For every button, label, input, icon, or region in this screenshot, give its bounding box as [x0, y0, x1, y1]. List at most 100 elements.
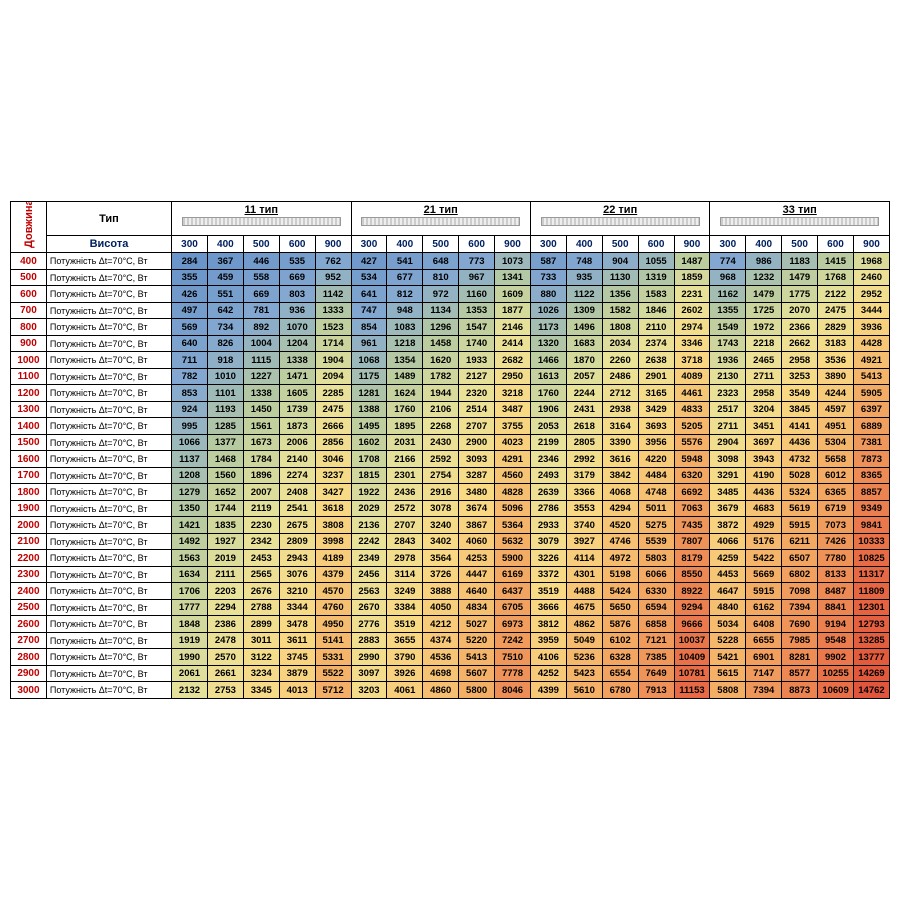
value-cell: 2712: [602, 385, 638, 402]
value-cell: 4647: [710, 583, 746, 600]
length-cell-1900: 1900: [11, 500, 47, 517]
value-cell: 3218: [495, 385, 531, 402]
value-cell: 2408: [279, 484, 315, 501]
value-cell: 2122: [818, 286, 854, 303]
value-cell: 3842: [602, 467, 638, 484]
value-cell: 1706: [172, 583, 208, 600]
value-cell: 4453: [710, 566, 746, 583]
value-cell: 3234: [243, 665, 279, 682]
value-cell: 3519: [530, 583, 566, 600]
value-cell: 6889: [853, 418, 889, 435]
value-cell: 5421: [710, 649, 746, 666]
value-cell: 1933: [459, 352, 495, 369]
value-cell: 284: [172, 253, 208, 270]
length-cell-500: 500: [11, 269, 47, 286]
value-cell: 5220: [459, 632, 495, 649]
col-header-t22-300: 300: [530, 236, 566, 253]
value-cell: 986: [746, 253, 782, 270]
value-cell: 367: [207, 253, 243, 270]
row-desc: Потужність Δt=70°C, Вт: [46, 335, 171, 352]
value-cell: 2019: [207, 550, 243, 567]
value-cell: 2570: [207, 649, 243, 666]
length-cell-1400: 1400: [11, 418, 47, 435]
value-cell: 3078: [423, 500, 459, 517]
value-cell: 1922: [351, 484, 387, 501]
value-cell: 4862: [566, 616, 602, 633]
value-cell: 2230: [243, 517, 279, 534]
value-cell: 918: [207, 352, 243, 369]
value-cell: 2260: [602, 352, 638, 369]
value-cell: 952: [315, 269, 351, 286]
col-header-t21-600: 600: [459, 236, 495, 253]
value-cell: 1906: [530, 401, 566, 418]
row-desc: Потужність Δt=70°C, Вт: [46, 517, 171, 534]
value-cell: 2958: [746, 385, 782, 402]
value-cell: 3366: [566, 484, 602, 501]
value-cell: 1495: [351, 418, 387, 435]
value-cell: 2943: [279, 550, 315, 567]
length-cell-2400: 2400: [11, 583, 47, 600]
value-cell: 2711: [710, 418, 746, 435]
value-cell: 4760: [315, 599, 351, 616]
value-cell: 1870: [566, 352, 602, 369]
length-cell-900: 900: [11, 335, 47, 352]
table-row: 2500Потужність Δt=70°C, Вт17772294278833…: [11, 599, 890, 616]
value-cell: 1492: [172, 533, 208, 550]
value-cell: 4050: [423, 599, 459, 616]
value-cell: 4189: [315, 550, 351, 567]
row-desc: Потужність Δt=70°C, Вт: [46, 352, 171, 369]
row-desc: Потужність Δt=70°C, Вт: [46, 302, 171, 319]
value-cell: 2061: [172, 665, 208, 682]
value-cell: 4068: [602, 484, 638, 501]
value-cell: 3390: [602, 434, 638, 451]
value-cell: 3402: [423, 533, 459, 550]
value-cell: 2990: [351, 649, 387, 666]
value-cell: 541: [387, 253, 423, 270]
value-cell: 747: [351, 302, 387, 319]
value-cell: 2070: [782, 302, 818, 319]
value-cell: 2111: [207, 566, 243, 583]
value-cell: 5304: [818, 434, 854, 451]
value-cell: 1549: [710, 319, 746, 336]
value-cell: 8577: [782, 665, 818, 682]
value-cell: 1279: [172, 484, 208, 501]
value-cell: 1760: [387, 401, 423, 418]
value-cell: 6719: [818, 500, 854, 517]
value-cell: 2342: [243, 533, 279, 550]
value-cell: 854: [351, 319, 387, 336]
value-cell: 7780: [818, 550, 854, 567]
row-desc: Потужність Δt=70°C, Вт: [46, 583, 171, 600]
value-cell: 3812: [530, 616, 566, 633]
value-cell: 2475: [315, 401, 351, 418]
value-cell: 4860: [423, 682, 459, 699]
value-cell: 648: [423, 253, 459, 270]
value-cell: 5236: [566, 649, 602, 666]
value-cell: 3093: [459, 451, 495, 468]
value-cell: 4570: [315, 583, 351, 600]
value-cell: 641: [351, 286, 387, 303]
value-cell: 4436: [782, 434, 818, 451]
table-row: 1600Потужність Δt=70°C, Вт11371468178421…: [11, 451, 890, 468]
value-cell: 5803: [638, 550, 674, 567]
table-row: 1000Потужність Δt=70°C, Вт71191811151338…: [11, 352, 890, 369]
value-cell: 4951: [818, 418, 854, 435]
value-cell: 3790: [387, 649, 423, 666]
value-cell: 4374: [423, 632, 459, 649]
value-cell: 2788: [243, 599, 279, 616]
value-cell: 4291: [495, 451, 531, 468]
value-cell: 748: [566, 253, 602, 270]
value-cell: 10409: [674, 649, 710, 666]
value-cell: 5808: [710, 682, 746, 699]
value-cell: 7098: [782, 583, 818, 600]
value-cell: 4560: [495, 467, 531, 484]
value-cell: 9841: [853, 517, 889, 534]
value-cell: 1846: [638, 302, 674, 319]
value-cell: 7435: [674, 517, 710, 534]
table-row: 1100Потужність Δt=70°C, Вт78210101227147…: [11, 368, 890, 385]
value-cell: 2675: [279, 517, 315, 534]
table-row: 900Потужність Δt=70°C, Вт640826100412041…: [11, 335, 890, 352]
value-cell: 1319: [638, 269, 674, 286]
value-cell: 4484: [638, 467, 674, 484]
value-cell: 7394: [782, 599, 818, 616]
value-cell: 3429: [638, 401, 674, 418]
